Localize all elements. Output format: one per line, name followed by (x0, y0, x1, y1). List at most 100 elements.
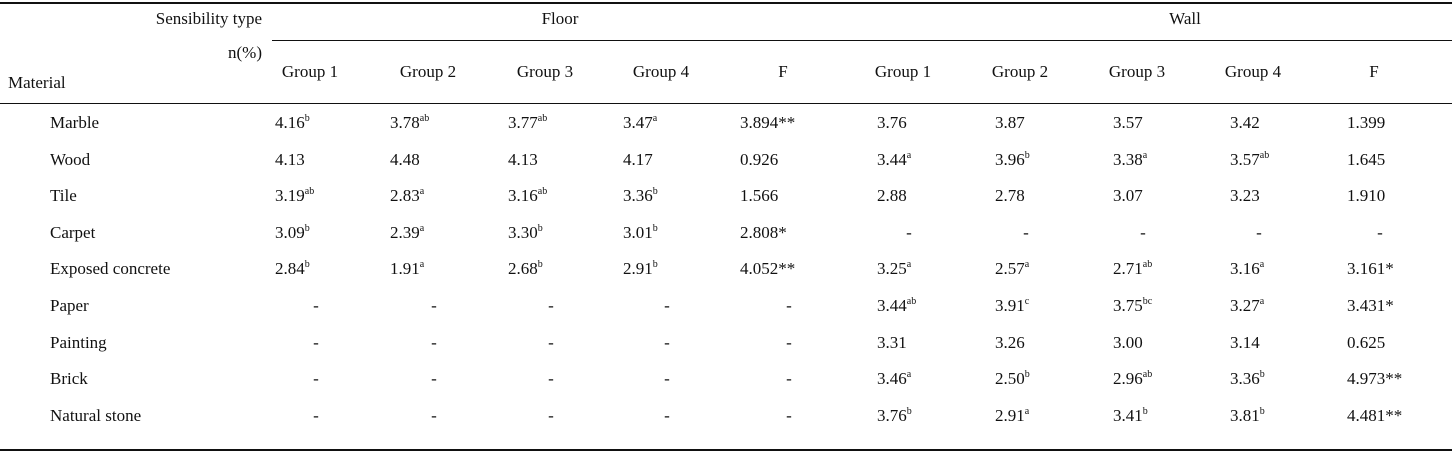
cell-value: 3.25 (877, 259, 907, 279)
cell-value: 1.91 (390, 259, 420, 279)
row-label: Natural stone (50, 405, 142, 425)
cell: 3.78ab (390, 113, 429, 133)
cell: 4.48 (390, 149, 420, 169)
cell-value: 3.09 (275, 222, 305, 242)
cell: 2.84b (275, 259, 310, 279)
cell: - (548, 369, 554, 389)
cell: 3.77ab (508, 113, 547, 133)
cell-superscript: b (537, 222, 543, 234)
cell: - (1377, 222, 1383, 242)
corner-top: Sensibility type (155, 9, 262, 28)
cell: 3.16ab (508, 186, 547, 206)
cell: - (313, 332, 319, 352)
row-label: Exposed concrete (50, 259, 171, 279)
cell: - (664, 405, 670, 425)
cell: - (548, 332, 554, 352)
cell: 1.645 (1347, 149, 1386, 169)
cell-superscript: b (1259, 405, 1265, 417)
group-header: Wall (1169, 9, 1201, 28)
cell: 2.91a (995, 406, 1029, 426)
cell: 3.16a (1230, 259, 1264, 279)
cell-superscript: a (906, 369, 912, 381)
cell: 2.68b (508, 259, 543, 279)
cell: 3.07 (1113, 186, 1143, 206)
cell-value: 3.16 (508, 186, 538, 206)
cell: 2.50b (995, 369, 1030, 389)
cell-superscript: ab (304, 186, 315, 198)
cell-value: 3.19 (275, 186, 305, 206)
cell: 4.13 (508, 149, 538, 169)
cell-superscript: ab (1259, 149, 1270, 161)
cell-value: 2.91 (995, 405, 1025, 425)
cell: 3.14 (1230, 332, 1260, 352)
cell-value: 2.39 (390, 222, 420, 242)
group-header: Floor (541, 9, 579, 28)
cell: 2.808* (740, 222, 787, 242)
cell-superscript: b (537, 259, 543, 271)
cell: 2.57a (995, 259, 1029, 279)
cell-value: 2.57 (995, 259, 1025, 279)
cell: - (664, 296, 670, 315)
cell-superscript: b (1024, 149, 1030, 161)
cell: 4.16b (275, 113, 310, 133)
cell: - (548, 296, 554, 315)
cell-superscript: b (652, 186, 658, 198)
cell: 3.38a (1113, 150, 1147, 170)
cell: 3.76b (877, 406, 912, 426)
cell: - (786, 405, 792, 425)
cell: - (313, 369, 319, 389)
cell-value: 3.41 (1113, 405, 1143, 425)
cell: 3.44ab (877, 296, 916, 316)
bottom-rule (0, 449, 1452, 451)
cell-value: 3.01 (623, 222, 653, 242)
corner-bottom: Material (8, 73, 66, 92)
cell-value: 2.83 (390, 186, 420, 206)
column-header: Group 4 (632, 62, 690, 81)
cell-superscript: b (304, 222, 310, 234)
cell: - (1140, 222, 1146, 242)
cell-superscript: a (1024, 405, 1030, 417)
cell-superscript: b (652, 259, 658, 271)
cell-superscript: ab (537, 113, 548, 124)
cell: 3.76 (877, 113, 907, 132)
cell: - (786, 296, 792, 315)
cell-value: 2.84 (275, 259, 305, 279)
cell: 3.161* (1347, 259, 1394, 279)
cell: - (664, 369, 670, 389)
cell: 1.399 (1347, 113, 1386, 132)
cell: - (431, 369, 437, 389)
cell-value: 3.78 (390, 113, 420, 132)
cell: 3.81b (1230, 406, 1265, 426)
cell-value: 3.44 (877, 296, 907, 315)
cell-value: 3.81 (1230, 405, 1260, 425)
cell: - (313, 405, 319, 425)
cell-superscript: a (652, 113, 658, 124)
cell-value: 3.77 (508, 113, 538, 132)
cell: 3.91c (995, 296, 1029, 316)
cell-superscript: b (1259, 369, 1265, 381)
cell-value: 4.16 (275, 113, 305, 132)
cell: 3.23 (1230, 186, 1260, 206)
column-header: Group 1 (281, 62, 339, 81)
top-rule (0, 2, 1452, 4)
cell-value: 3.57 (1230, 149, 1260, 169)
cell-value: 3.27 (1230, 296, 1260, 315)
cell-superscript: b (304, 113, 310, 124)
cell-superscript: a (1259, 259, 1265, 271)
cell-value: 3.91 (995, 296, 1025, 315)
cell-value: 3.75 (1113, 296, 1143, 315)
cell: 3.30b (508, 223, 543, 243)
cell-superscript: b (1024, 369, 1030, 381)
cell-value: 3.44 (877, 149, 907, 169)
cell-value: 2.96 (1113, 369, 1143, 389)
cell: 2.39a (390, 223, 424, 243)
cell: 3.96b (995, 150, 1030, 170)
cell: 1.910 (1347, 186, 1386, 206)
cell-superscript: ab (1142, 259, 1153, 271)
cell: 1.91a (390, 259, 424, 279)
cell-value: 2.91 (623, 259, 653, 279)
cell: 3.09b (275, 223, 310, 243)
cell-superscript: a (906, 149, 912, 161)
cell-superscript: bc (1142, 296, 1153, 307)
column-header: Group 1 (874, 62, 932, 81)
